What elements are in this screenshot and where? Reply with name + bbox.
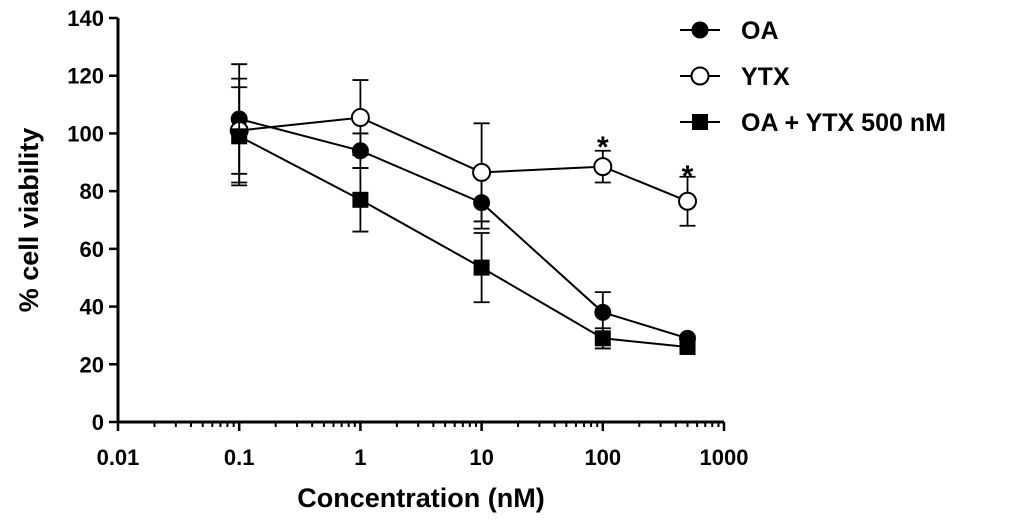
data-point: [231, 128, 248, 145]
x-tick-label: 10: [469, 445, 493, 470]
series-0: [230, 63, 697, 347]
legend-item: OA: [680, 17, 779, 45]
legend-label: OA + YTX 500 nM: [741, 109, 946, 137]
data-point: [350, 108, 370, 128]
x-tick-label: 1: [354, 445, 366, 470]
legend-item: OA + YTX 500 nM: [680, 109, 946, 137]
series-2: [231, 86, 696, 355]
y-tick-label: 80: [80, 179, 104, 204]
axes: [116, 18, 724, 424]
significance-asterisk: *: [682, 160, 694, 193]
x-tick-label: 0.1: [224, 445, 255, 470]
y-tick-label: 20: [80, 352, 104, 377]
x-axis-title: Concentration (nM): [297, 483, 544, 513]
legend-item: YTX: [680, 63, 790, 91]
series-line: [238, 135, 688, 348]
data-point: [679, 338, 696, 355]
data-point: [594, 303, 612, 321]
data-point: [472, 162, 492, 182]
y-tick-label: 40: [80, 295, 104, 320]
y-tick-label: 120: [67, 64, 104, 89]
legend: OA YTX OA + YTX 500 nM: [680, 17, 946, 137]
data-point: [594, 330, 611, 347]
legend-marker: [690, 66, 710, 86]
legend-marker: [691, 21, 709, 39]
y-tick-label: 60: [80, 237, 104, 262]
legend-label: YTX: [741, 63, 790, 91]
data-point: [473, 259, 490, 276]
series-line: [238, 118, 688, 340]
series-layer: [229, 63, 698, 355]
y-tick-label: 100: [67, 121, 104, 146]
x-tick-label: 1000: [700, 445, 749, 470]
ticks: 0.01 0.1 1 10 100 1000 0 20 40 60 80 100 120 140: [67, 6, 748, 470]
y-tick-label: 140: [67, 6, 104, 31]
data-point: [593, 157, 613, 177]
series-1: [229, 77, 698, 227]
x-tick-label: 100: [584, 445, 621, 470]
annotation-layer: **: [597, 131, 694, 193]
legend-marker: [692, 114, 708, 130]
legend-label: OA: [741, 17, 779, 45]
series-line: [239, 116, 688, 203]
significance-asterisk: *: [597, 131, 609, 164]
data-point: [352, 191, 369, 208]
y-tick-label: 0: [92, 410, 104, 435]
x-tick-label: 0.01: [97, 445, 140, 470]
data-point: [678, 191, 698, 211]
y-axis-title: % cell viability: [14, 128, 44, 313]
